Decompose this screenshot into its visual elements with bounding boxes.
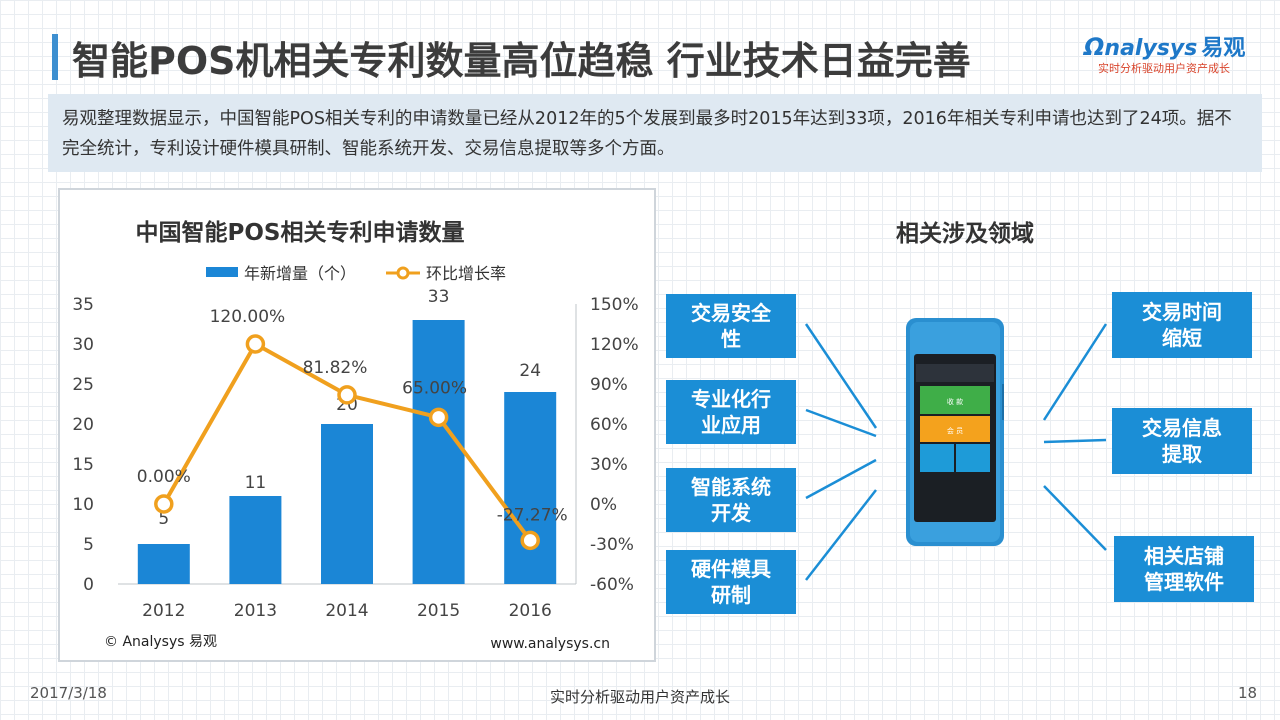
field-label: 交易信息提取 bbox=[1142, 416, 1222, 466]
bar bbox=[504, 392, 557, 584]
bar bbox=[229, 496, 282, 584]
connector-line bbox=[1042, 323, 1108, 421]
y-tick-label: 5 bbox=[83, 535, 94, 555]
field-box-left: 智能系统开发 bbox=[666, 468, 796, 532]
field-box-right: 相关店铺管理软件 bbox=[1114, 536, 1254, 602]
bar bbox=[412, 320, 465, 584]
legend-bar-label: 年新增量（个） bbox=[244, 264, 356, 283]
x-tick-label: 2014 bbox=[325, 601, 368, 621]
line-data-label: 81.82% bbox=[303, 358, 368, 378]
y2-tick-label: 30% bbox=[590, 455, 628, 475]
y2-tick-label: 60% bbox=[590, 415, 628, 435]
x-tick-label: 2016 bbox=[509, 601, 552, 621]
y-tick-label: 0 bbox=[83, 575, 94, 595]
legend-line-marker bbox=[396, 266, 410, 280]
field-box-left: 硬件模具研制 bbox=[666, 550, 796, 614]
y2-tick-label: -60% bbox=[590, 575, 634, 595]
field-box-left: 交易安全性 bbox=[666, 294, 796, 358]
y-tick-label: 15 bbox=[72, 455, 94, 475]
bar bbox=[137, 544, 190, 584]
device-screen-label: 会 员 bbox=[947, 426, 963, 435]
chart-panel: 中国智能POS相关专利申请数量年新增量（个） 环比增长率 0 5 10 15 20 25 30 3… bbox=[58, 188, 656, 662]
y-tick-label: 30 bbox=[72, 335, 94, 355]
bar bbox=[321, 424, 373, 584]
field-label: 交易时间缩短 bbox=[1142, 300, 1222, 350]
field-label: 硬件模具研制 bbox=[691, 557, 771, 607]
logo-tagline: 实时分析驱动用户资产成长 bbox=[1098, 62, 1230, 75]
legend-bar-swatch bbox=[206, 267, 238, 277]
device-screen-label: 收 款 bbox=[947, 397, 963, 406]
fields-title: 相关涉及领域 bbox=[896, 221, 1034, 247]
footer-date: 2017/3/18 bbox=[30, 684, 107, 702]
logo-text-cn: 易观 bbox=[1201, 36, 1246, 61]
y-tick-label: 10 bbox=[72, 495, 94, 515]
summary-text: 易观整理数据显示，中国智能POS相关专利的申请数量已经从2012年的5个发展到最… bbox=[62, 109, 1232, 159]
field-label: 交易安全性 bbox=[691, 301, 771, 351]
bar-data-label: 11 bbox=[245, 473, 267, 493]
field-label: 相关店铺管理软件 bbox=[1144, 544, 1224, 594]
y2-tick-label: 120% bbox=[590, 335, 639, 355]
y-tick-label: 25 bbox=[72, 375, 94, 395]
legend-line-label: 环比增长率 bbox=[426, 264, 506, 283]
bar-data-label: 24 bbox=[519, 361, 541, 381]
connector-line bbox=[805, 458, 877, 500]
line-data-label: 0.00% bbox=[137, 467, 191, 487]
x-tick-label: 2012 bbox=[142, 601, 185, 621]
chart-source-right: www.analysys.cn bbox=[490, 636, 610, 652]
page-number: 18 bbox=[1238, 684, 1258, 702]
field-box-right: 交易时间缩短 bbox=[1112, 292, 1252, 358]
bar-data-label: 33 bbox=[428, 287, 450, 307]
page-title: 智能POS机相关专利数量高位趋稳 行业技术日益完善 bbox=[72, 39, 971, 83]
connector-line bbox=[1043, 438, 1107, 444]
field-box-right: 交易信息提取 bbox=[1112, 408, 1252, 474]
analysys-logo: Ωnalysys 易观 实时分析驱动用户资产成长 bbox=[1084, 33, 1246, 75]
growth-rate-point bbox=[520, 530, 540, 551]
title-accent-bar bbox=[52, 34, 58, 80]
footer-tagline: 实时分析驱动用户资产成长 bbox=[549, 688, 730, 706]
connector-line bbox=[804, 323, 878, 429]
y-tick-label: 35 bbox=[72, 295, 94, 315]
growth-rate-point bbox=[428, 407, 449, 428]
connector-line bbox=[805, 489, 877, 581]
y2-tick-label: 150% bbox=[590, 295, 639, 315]
summary-box: 易观整理数据显示，中国智能POS相关专利的申请数量已经从2012年的5个发展到最… bbox=[48, 94, 1262, 172]
line-data-label: -27.27% bbox=[497, 505, 568, 525]
growth-rate-point bbox=[154, 494, 174, 514]
growth-rate-point bbox=[245, 334, 266, 354]
pos-device-image: 收 款 会 员 bbox=[906, 318, 1004, 546]
bar-data-label: 5 bbox=[158, 509, 169, 529]
growth-rate-point bbox=[337, 385, 357, 405]
chart-source-left: © Analysys 易观 bbox=[104, 634, 217, 650]
connector-line bbox=[1043, 485, 1107, 551]
logo-text-en: nalysys bbox=[1104, 36, 1198, 61]
line-data-label: 120.00% bbox=[210, 307, 286, 327]
x-tick-label: 2013 bbox=[234, 601, 277, 621]
y-tick-label: 20 bbox=[72, 415, 94, 435]
x-tick-label: 2015 bbox=[417, 601, 460, 621]
connector-line bbox=[805, 408, 877, 438]
field-box-left: 专业化行业应用 bbox=[666, 380, 796, 444]
y2-tick-label: 0% bbox=[590, 495, 617, 515]
y2-tick-label: 90% bbox=[590, 375, 628, 395]
y2-tick-label: -30% bbox=[590, 535, 634, 555]
field-label: 专业化行业应用 bbox=[691, 387, 771, 437]
line-data-label: 65.00% bbox=[402, 378, 467, 398]
field-label: 智能系统开发 bbox=[691, 475, 771, 525]
chart-title: 中国智能POS相关专利申请数量 bbox=[136, 219, 465, 246]
